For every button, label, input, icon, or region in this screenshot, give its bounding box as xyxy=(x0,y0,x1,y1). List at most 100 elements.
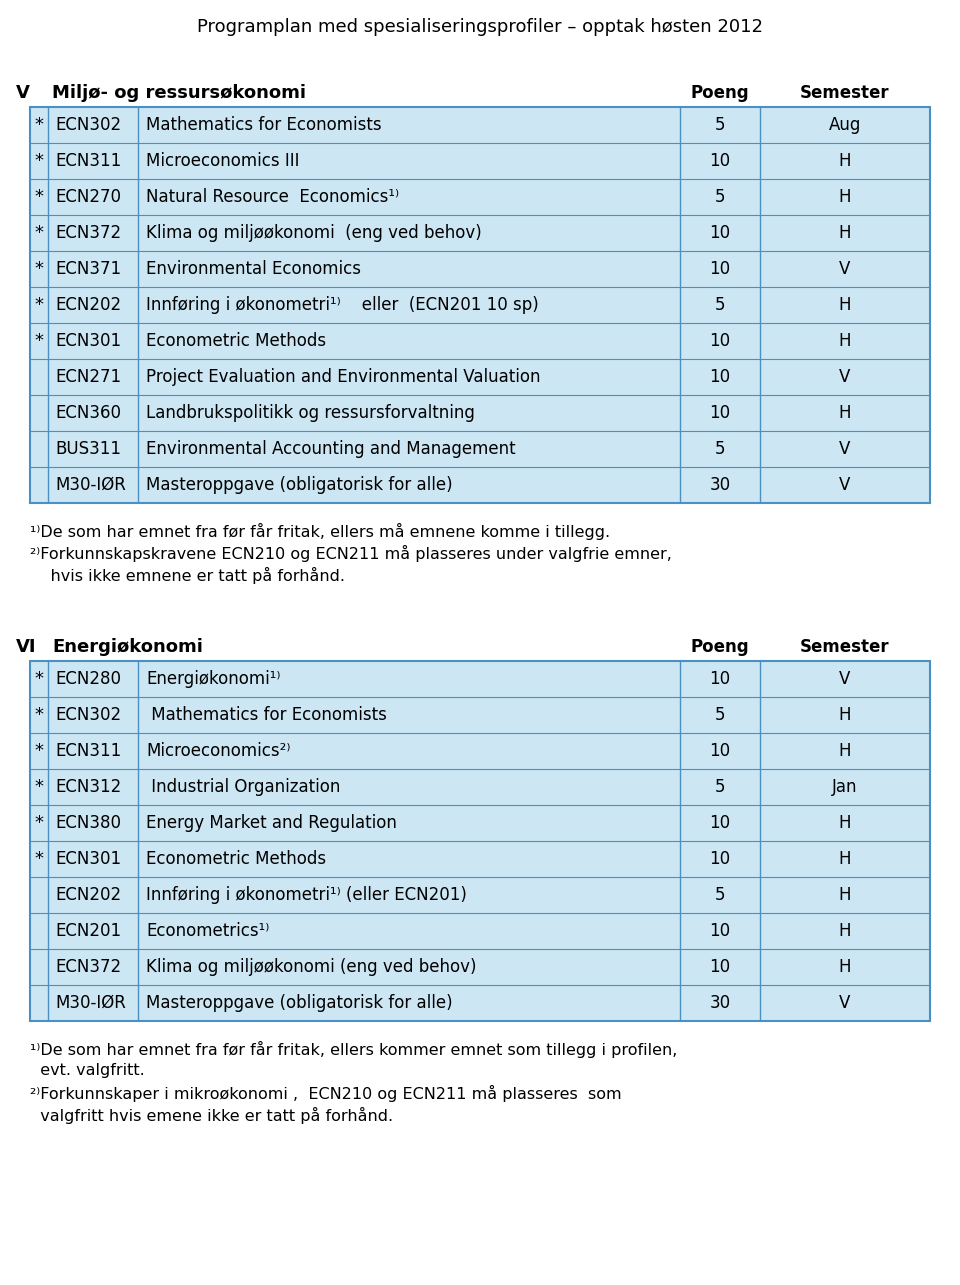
Text: 10: 10 xyxy=(709,368,731,386)
Text: V: V xyxy=(16,84,30,102)
Text: *: * xyxy=(35,669,43,687)
Text: V: V xyxy=(839,368,851,386)
Text: *: * xyxy=(35,116,43,134)
Text: Econometrics¹⁾: Econometrics¹⁾ xyxy=(146,923,270,941)
Text: H: H xyxy=(839,885,852,905)
Text: Miljø- og ressursøkonomi: Miljø- og ressursøkonomi xyxy=(52,84,306,102)
Text: H: H xyxy=(839,296,852,314)
Text: ECN301: ECN301 xyxy=(55,332,121,350)
Text: Klima og miljøøkonomi (eng ved behov): Klima og miljøøkonomi (eng ved behov) xyxy=(146,959,476,977)
Text: ECN302: ECN302 xyxy=(55,116,121,134)
Text: 5: 5 xyxy=(715,116,725,134)
Text: H: H xyxy=(839,188,852,206)
Text: ECN271: ECN271 xyxy=(55,368,121,386)
Text: 30: 30 xyxy=(709,475,731,493)
Text: ECN201: ECN201 xyxy=(55,923,121,941)
Text: H: H xyxy=(839,403,852,421)
Text: hvis ikke emnene er tatt på forhånd.: hvis ikke emnene er tatt på forhånd. xyxy=(30,567,345,583)
Bar xyxy=(30,660,930,1022)
Text: 10: 10 xyxy=(709,224,731,242)
Text: ECN380: ECN380 xyxy=(55,813,121,831)
Text: V: V xyxy=(839,669,851,687)
Text: 10: 10 xyxy=(709,260,731,278)
Text: Semester: Semester xyxy=(801,637,890,655)
Text: ECN360: ECN360 xyxy=(55,403,121,421)
Text: 10: 10 xyxy=(709,923,731,941)
Text: 10: 10 xyxy=(709,849,731,867)
Text: Microeconomics²⁾: Microeconomics²⁾ xyxy=(146,741,291,759)
Text: 10: 10 xyxy=(709,152,731,170)
Text: ¹⁾De som har emnet fra før får fritak, ellers må emnene komme i tillegg.: ¹⁾De som har emnet fra før får fritak, e… xyxy=(30,523,611,540)
Text: Industrial Organization: Industrial Organization xyxy=(146,777,341,795)
Text: ECN202: ECN202 xyxy=(55,885,121,905)
Text: ²⁾Forkunnskaper i mikroøkonomi ,  ECN210 og ECN211 må plasseres  som: ²⁾Forkunnskaper i mikroøkonomi , ECN210 … xyxy=(30,1085,622,1103)
Text: Aug: Aug xyxy=(828,116,861,134)
Text: Energiøkonomi¹⁾: Energiøkonomi¹⁾ xyxy=(146,669,280,687)
Text: Econometric Methods: Econometric Methods xyxy=(146,849,326,867)
Text: V: V xyxy=(839,260,851,278)
Text: Mathematics for Economists: Mathematics for Economists xyxy=(146,116,382,134)
Text: Innføring i økonometri¹⁾    eller  (ECN201 10 sp): Innføring i økonometri¹⁾ eller (ECN201 1… xyxy=(146,296,539,314)
Text: evt. valgfritt.: evt. valgfritt. xyxy=(30,1063,145,1078)
Text: *: * xyxy=(35,777,43,795)
Text: 10: 10 xyxy=(709,332,731,350)
Text: Poeng: Poeng xyxy=(690,84,750,102)
Text: Energiøkonomi: Energiøkonomi xyxy=(52,637,203,655)
Text: V: V xyxy=(839,475,851,493)
Text: H: H xyxy=(839,923,852,941)
Text: ECN371: ECN371 xyxy=(55,260,121,278)
Text: ¹⁾De som har emnet fra før får fritak, ellers kommer emnet som tillegg i profile: ¹⁾De som har emnet fra før får fritak, e… xyxy=(30,1041,678,1058)
Text: *: * xyxy=(35,296,43,314)
Text: VI: VI xyxy=(16,637,36,655)
Bar xyxy=(30,660,930,1022)
Text: ECN311: ECN311 xyxy=(55,741,121,759)
Text: *: * xyxy=(35,152,43,170)
Text: 5: 5 xyxy=(715,296,725,314)
Text: H: H xyxy=(839,705,852,723)
Text: Econometric Methods: Econometric Methods xyxy=(146,332,326,350)
Text: M30-IØR: M30-IØR xyxy=(55,475,126,493)
Text: V: V xyxy=(839,439,851,457)
Text: ECN202: ECN202 xyxy=(55,296,121,314)
Text: H: H xyxy=(839,959,852,977)
Text: H: H xyxy=(839,849,852,867)
Text: H: H xyxy=(839,741,852,759)
Text: Environmental Economics: Environmental Economics xyxy=(146,260,361,278)
Text: *: * xyxy=(35,188,43,206)
Text: ECN280: ECN280 xyxy=(55,669,121,687)
Text: Microeconomics III: Microeconomics III xyxy=(146,152,300,170)
Text: *: * xyxy=(35,705,43,723)
Text: 10: 10 xyxy=(709,741,731,759)
Text: Masteroppgave (obligatorisk for alle): Masteroppgave (obligatorisk for alle) xyxy=(146,995,452,1013)
Text: H: H xyxy=(839,152,852,170)
Bar xyxy=(30,107,930,502)
Text: 30: 30 xyxy=(709,995,731,1013)
Text: Project Evaluation and Environmental Valuation: Project Evaluation and Environmental Val… xyxy=(146,368,540,386)
Text: Mathematics for Economists: Mathematics for Economists xyxy=(146,705,387,723)
Text: 5: 5 xyxy=(715,705,725,723)
Text: Natural Resource  Economics¹⁾: Natural Resource Economics¹⁾ xyxy=(146,188,399,206)
Text: Masteroppgave (obligatorisk for alle): Masteroppgave (obligatorisk for alle) xyxy=(146,475,452,493)
Text: Poeng: Poeng xyxy=(690,637,750,655)
Text: BUS311: BUS311 xyxy=(55,439,121,457)
Text: Energy Market and Regulation: Energy Market and Regulation xyxy=(146,813,396,831)
Text: Programplan med spesialiseringsprofiler – opptak høsten 2012: Programplan med spesialiseringsprofiler … xyxy=(197,18,763,36)
Text: ECN372: ECN372 xyxy=(55,224,121,242)
Text: ²⁾Forkunnskapskravene ECN210 og ECN211 må plasseres under valgfrie emner,: ²⁾Forkunnskapskravene ECN210 og ECN211 m… xyxy=(30,545,672,562)
Text: H: H xyxy=(839,332,852,350)
Text: ECN372: ECN372 xyxy=(55,959,121,977)
Text: 5: 5 xyxy=(715,439,725,457)
Text: ECN312: ECN312 xyxy=(55,777,121,795)
Text: H: H xyxy=(839,813,852,831)
Text: ECN311: ECN311 xyxy=(55,152,121,170)
Text: 10: 10 xyxy=(709,669,731,687)
Text: M30-IØR: M30-IØR xyxy=(55,995,126,1013)
Text: ECN302: ECN302 xyxy=(55,705,121,723)
Text: Environmental Accounting and Management: Environmental Accounting and Management xyxy=(146,439,516,457)
Text: 5: 5 xyxy=(715,188,725,206)
Text: H: H xyxy=(839,224,852,242)
Text: ECN270: ECN270 xyxy=(55,188,121,206)
Bar xyxy=(30,107,930,502)
Text: *: * xyxy=(35,813,43,831)
Text: valgfritt hvis emene ikke er tatt på forhånd.: valgfritt hvis emene ikke er tatt på for… xyxy=(30,1106,394,1124)
